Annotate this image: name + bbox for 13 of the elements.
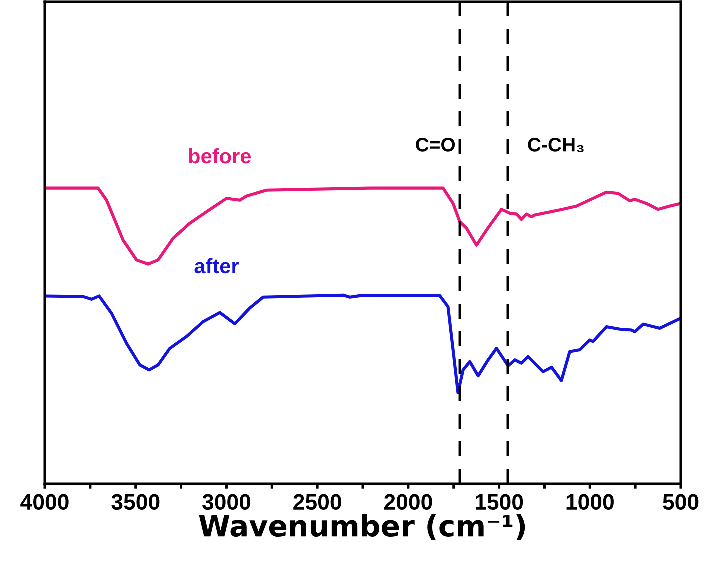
x-tick-label: 500: [663, 494, 699, 510]
x-tick-label: 3000: [202, 494, 251, 510]
x-tick-label: 3500: [112, 494, 160, 510]
x-tick-label: 2500: [294, 494, 342, 510]
ref-line-label: C-CH₃: [528, 138, 584, 152]
ref-line-label: C=O: [416, 138, 456, 152]
series-label: after: [194, 258, 239, 274]
x-tick-label: 4000: [20, 494, 69, 510]
x-tick-label: 1500: [476, 494, 524, 510]
series-label: before: [189, 148, 252, 164]
x-tick-label: 2000: [384, 494, 432, 510]
x-axis-title: Wavenumber (cm⁻¹): [199, 514, 526, 540]
x-tick-label: 1000: [566, 494, 614, 510]
